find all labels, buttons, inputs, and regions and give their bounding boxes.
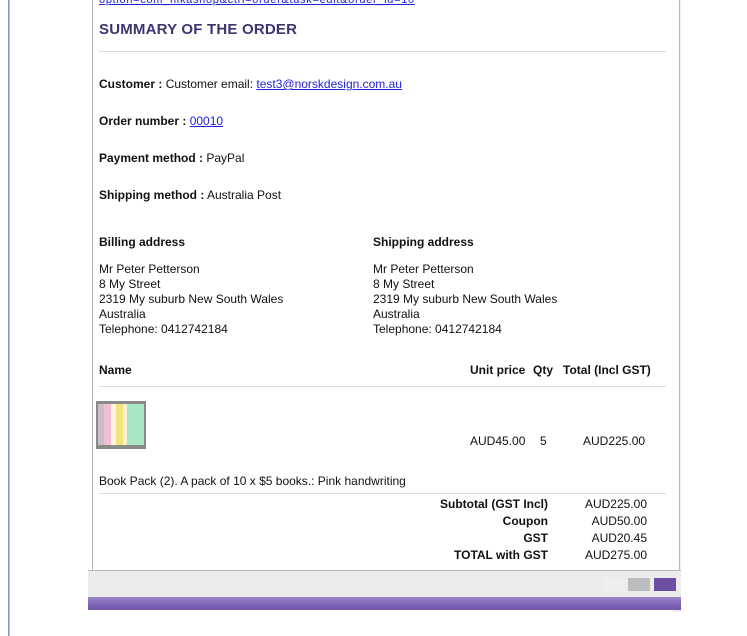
totals-row: Subtotal (GST Incl) AUD225.00 — [380, 495, 666, 512]
footer-swatch-light[interactable] — [602, 578, 624, 591]
footer-swatch-purple[interactable] — [654, 578, 676, 591]
totals-value: AUD225.00 — [584, 496, 647, 511]
billing-street: 8 My Street — [99, 277, 161, 291]
shipping-telephone: Telephone: 0412742184 — [373, 322, 502, 336]
paper-sheet — [111, 404, 116, 445]
totals-divider — [99, 493, 666, 494]
payment-method-row: Payment method : PayPal — [99, 151, 244, 165]
billing-address-heading: Billing address — [99, 235, 186, 249]
footer-band — [88, 570, 681, 597]
totals-label: TOTAL with GST — [454, 547, 548, 562]
title-divider — [99, 51, 666, 52]
product-total: AUD225.00 — [583, 434, 646, 448]
billing-suburb: 2319 My suburb New South Wales — [99, 292, 284, 306]
paper-sheet — [123, 404, 127, 445]
shipping-method-value: Australia Post — [207, 188, 282, 202]
totals-row: GST AUD20.45 — [380, 529, 666, 546]
totals-row: Coupon AUD50.00 — [380, 512, 666, 529]
page-title: SUMMARY OF THE ORDER — [99, 21, 298, 38]
customer-email-prefix: Customer email: — [165, 77, 254, 91]
totals-value: AUD275.00 — [584, 547, 647, 562]
payment-method-value: PayPal — [206, 151, 245, 165]
shipping-name: Mr Peter Petterson — [373, 262, 474, 276]
table-header-divider — [99, 386, 666, 387]
page-left-gutter — [10, 0, 92, 612]
customer-label: Customer : — [99, 77, 163, 91]
billing-country: Australia — [99, 307, 146, 321]
shipping-street: 8 My Street — [373, 277, 435, 291]
order-number-label: Order number : — [99, 114, 187, 128]
product-thumbnail[interactable] — [96, 401, 146, 449]
column-header-total: Total (Incl GST) — [563, 363, 651, 377]
product-unit-price: AUD45.00 — [470, 434, 526, 448]
shipping-address-heading: Shipping address — [373, 235, 474, 249]
billing-address-block: Mr Peter Petterson 8 My Street 2319 My s… — [99, 262, 283, 337]
column-header-name: Name — [99, 363, 132, 377]
totals-block: Subtotal (GST Incl) AUD225.00 Coupon AUD… — [380, 495, 666, 563]
paper-sheet — [116, 404, 123, 445]
shipping-suburb: 2319 My suburb New South Wales — [373, 292, 558, 306]
browser-left-border — [9, 0, 10, 636]
totals-label: GST — [523, 530, 548, 545]
totals-row: TOTAL with GST AUD275.00 — [380, 546, 666, 563]
payment-method-label: Payment method : — [99, 151, 204, 165]
order-summary-card — [92, 0, 680, 570]
customer-email-link[interactable]: test3@norskdesign.com.au — [256, 77, 402, 91]
order-number-row: Order number : 00010 — [99, 114, 223, 128]
paper-sheet — [98, 404, 104, 445]
shipping-country: Australia — [373, 307, 420, 321]
totals-label: Subtotal (GST Incl) — [440, 496, 548, 511]
url-text: option=com_hikashop&ctrl=order&task=edit… — [99, 0, 415, 6]
billing-name: Mr Peter Petterson — [99, 262, 200, 276]
column-header-qty: Qty — [533, 363, 554, 377]
footer-swatch-grey[interactable] — [628, 578, 650, 591]
totals-value: AUD20.45 — [591, 530, 647, 545]
footer-purple-bar — [88, 597, 681, 610]
shipping-method-label: Shipping method : — [99, 188, 205, 202]
paper-sheet — [127, 404, 144, 445]
product-qty: 5 — [540, 434, 547, 448]
billing-telephone: Telephone: 0412742184 — [99, 322, 228, 336]
address-bar-url[interactable]: option=com_hikashop&ctrl=order&task=edit… — [99, 0, 659, 6]
customer-row: Customer : Customer email: test3@norskde… — [99, 77, 402, 91]
shipping-address-block: Mr Peter Petterson 8 My Street 2319 My s… — [373, 262, 557, 337]
order-number-link[interactable]: 00010 — [189, 114, 224, 128]
column-header-unit-price: Unit price — [470, 363, 526, 377]
product-description: Book Pack (2). A pack of 10 x $5 books.:… — [99, 474, 406, 488]
totals-label: Coupon — [502, 513, 548, 528]
shipping-method-row: Shipping method : Australia Post — [99, 188, 281, 202]
browser-left-edge — [0, 0, 9, 636]
totals-value: AUD50.00 — [591, 513, 647, 528]
paper-sheet — [104, 404, 111, 445]
footer-swatches — [602, 578, 676, 591]
